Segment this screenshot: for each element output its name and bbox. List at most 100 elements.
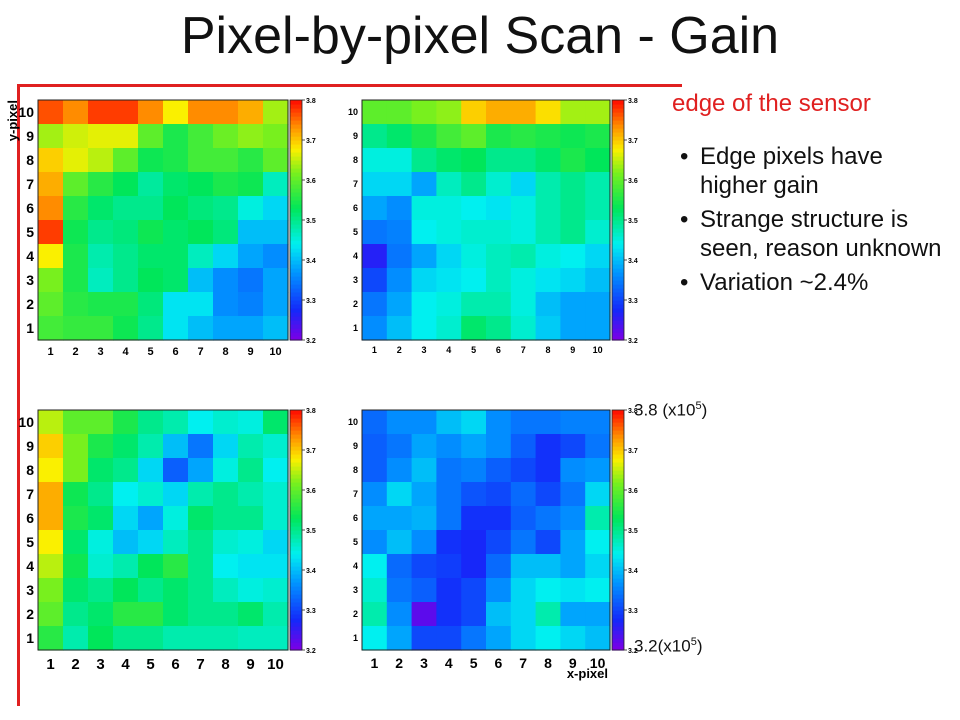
scale-max-label: 3.8 (x105) (634, 400, 707, 421)
heatmap-cell (188, 578, 214, 603)
heatmap-cell (510, 220, 537, 245)
heatmap-cell (38, 554, 64, 579)
colorbar-segment (612, 422, 624, 427)
heatmap-cell (585, 482, 611, 507)
heatmap-cell (213, 268, 239, 293)
heatmap-cell (362, 530, 388, 555)
colorbar-segment (612, 626, 624, 631)
colorbar-segment (612, 252, 624, 257)
heatmap-cell (113, 626, 139, 651)
heatmap-cell (486, 530, 512, 555)
colorbar-segment (290, 212, 302, 217)
colorbar-segment (612, 180, 624, 185)
heatmap-cell (386, 554, 413, 579)
colorbar-segment (612, 216, 624, 221)
heatmap-cell (436, 148, 462, 173)
colorbar-segment (612, 630, 624, 635)
colorbar-segment (290, 478, 302, 483)
colorbar-segment (612, 526, 624, 531)
y-tick-label: 2 (26, 296, 34, 312)
heatmap-cell (88, 506, 114, 531)
colorbar-segment (290, 296, 302, 301)
heatmap-cell (63, 172, 89, 197)
heatmap-cell (411, 458, 437, 483)
heatmap-cell (486, 554, 512, 579)
heatmap-cell (163, 244, 189, 269)
heatmap-cell (436, 530, 462, 555)
heatmap-cell (38, 578, 64, 603)
colorbar-segment (612, 152, 624, 157)
heatmap-frame (37, 409, 289, 651)
scale-max-close: ) (701, 400, 708, 420)
heatmap-cell (436, 554, 462, 579)
colorbar-segment (290, 634, 302, 639)
heatmap-cell (461, 602, 487, 627)
heatmap-cell (38, 626, 64, 651)
heatmap-cell (560, 172, 586, 197)
heatmap-cell (113, 410, 139, 435)
x-tick-label: 1 (46, 656, 54, 673)
heatmap-cell (38, 220, 64, 245)
colorbar-segment (612, 558, 624, 563)
heatmap-cell (238, 292, 264, 317)
heatmap-cell (386, 268, 413, 293)
heatmap-cell (535, 410, 561, 435)
colorbar-segment (290, 486, 302, 491)
heatmap-cell (510, 506, 537, 531)
heatmap-cell (486, 124, 512, 149)
y-tick-label: 10 (348, 107, 358, 117)
heatmap-cell (535, 434, 561, 459)
colorbar-segment (290, 458, 302, 463)
colorbar-segment (290, 614, 302, 619)
colorbar-segment (612, 434, 624, 439)
heatmap-cell (362, 482, 388, 507)
heatmap-cell (560, 268, 586, 293)
x-tick-label: 2 (395, 655, 403, 671)
colorbar-segment (290, 328, 302, 333)
heatmap-cell (585, 458, 611, 483)
heatmap-cell (461, 196, 487, 221)
heatmap-cell (510, 530, 537, 555)
colorbar-segment (612, 312, 624, 317)
colorbar-segment (290, 646, 302, 651)
heatmap-cell (63, 554, 89, 579)
heatmap-cell (362, 196, 388, 221)
colorbar-segment (612, 618, 624, 623)
colorbar-segment (290, 462, 302, 467)
colorbar-segment (290, 120, 302, 125)
heatmap-cell (386, 482, 413, 507)
heatmap-cell (263, 124, 289, 149)
x-tick-label: 6 (172, 346, 178, 358)
heatmap-cell (213, 410, 239, 435)
colorbar-segment (290, 268, 302, 273)
scale-min-base: 3.2(x10 (634, 636, 691, 656)
heatmap-cell (461, 100, 487, 125)
colorbar-segment (612, 426, 624, 431)
colorbar-tick-label: 3.4 (628, 568, 638, 575)
heatmap-cell (386, 602, 413, 627)
y-tick-label: 8 (26, 462, 34, 478)
heatmap-cell (138, 434, 164, 459)
heatmap-cell (188, 268, 214, 293)
colorbar-segment (612, 466, 624, 471)
heatmap-cell (213, 196, 239, 221)
heatmap-cell (585, 410, 611, 435)
colorbar-segment (612, 498, 624, 503)
colorbar-segment (290, 450, 302, 455)
heatmap-cell (411, 434, 437, 459)
heatmap-cell (163, 482, 189, 507)
colorbar-segment (290, 288, 302, 293)
heatmap-cell (38, 506, 64, 531)
colorbar-segment (290, 538, 302, 543)
colorbar-segment (290, 180, 302, 185)
x-tick-label: 7 (196, 656, 204, 673)
y-tick-label: 9 (26, 438, 34, 454)
heatmap-cell (362, 506, 388, 531)
colorbar-segment (612, 192, 624, 197)
heatmap-cell (163, 148, 189, 173)
heatmap-cell (213, 458, 239, 483)
colorbar-segment (612, 224, 624, 229)
x-tick-label: 5 (146, 656, 154, 673)
colorbar-tick-label: 3.6 (306, 178, 316, 185)
heatmap-cell (436, 458, 462, 483)
